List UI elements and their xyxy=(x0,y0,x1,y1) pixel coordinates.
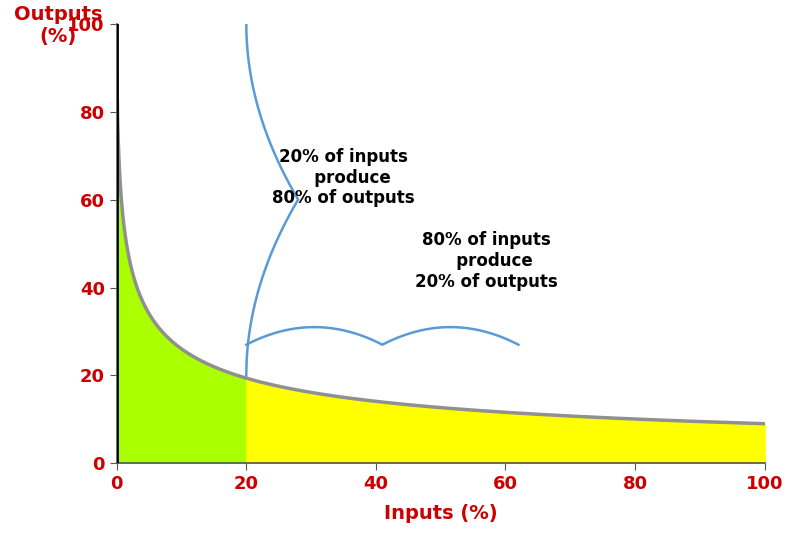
Text: 20% of inputs
   produce
80% of outputs: 20% of inputs produce 80% of outputs xyxy=(272,148,414,207)
Y-axis label: Outputs
(%): Outputs (%) xyxy=(14,5,102,46)
X-axis label: Inputs (%): Inputs (%) xyxy=(384,504,498,523)
Text: 80% of inputs
   produce
20% of outputs: 80% of inputs produce 20% of outputs xyxy=(414,231,558,291)
